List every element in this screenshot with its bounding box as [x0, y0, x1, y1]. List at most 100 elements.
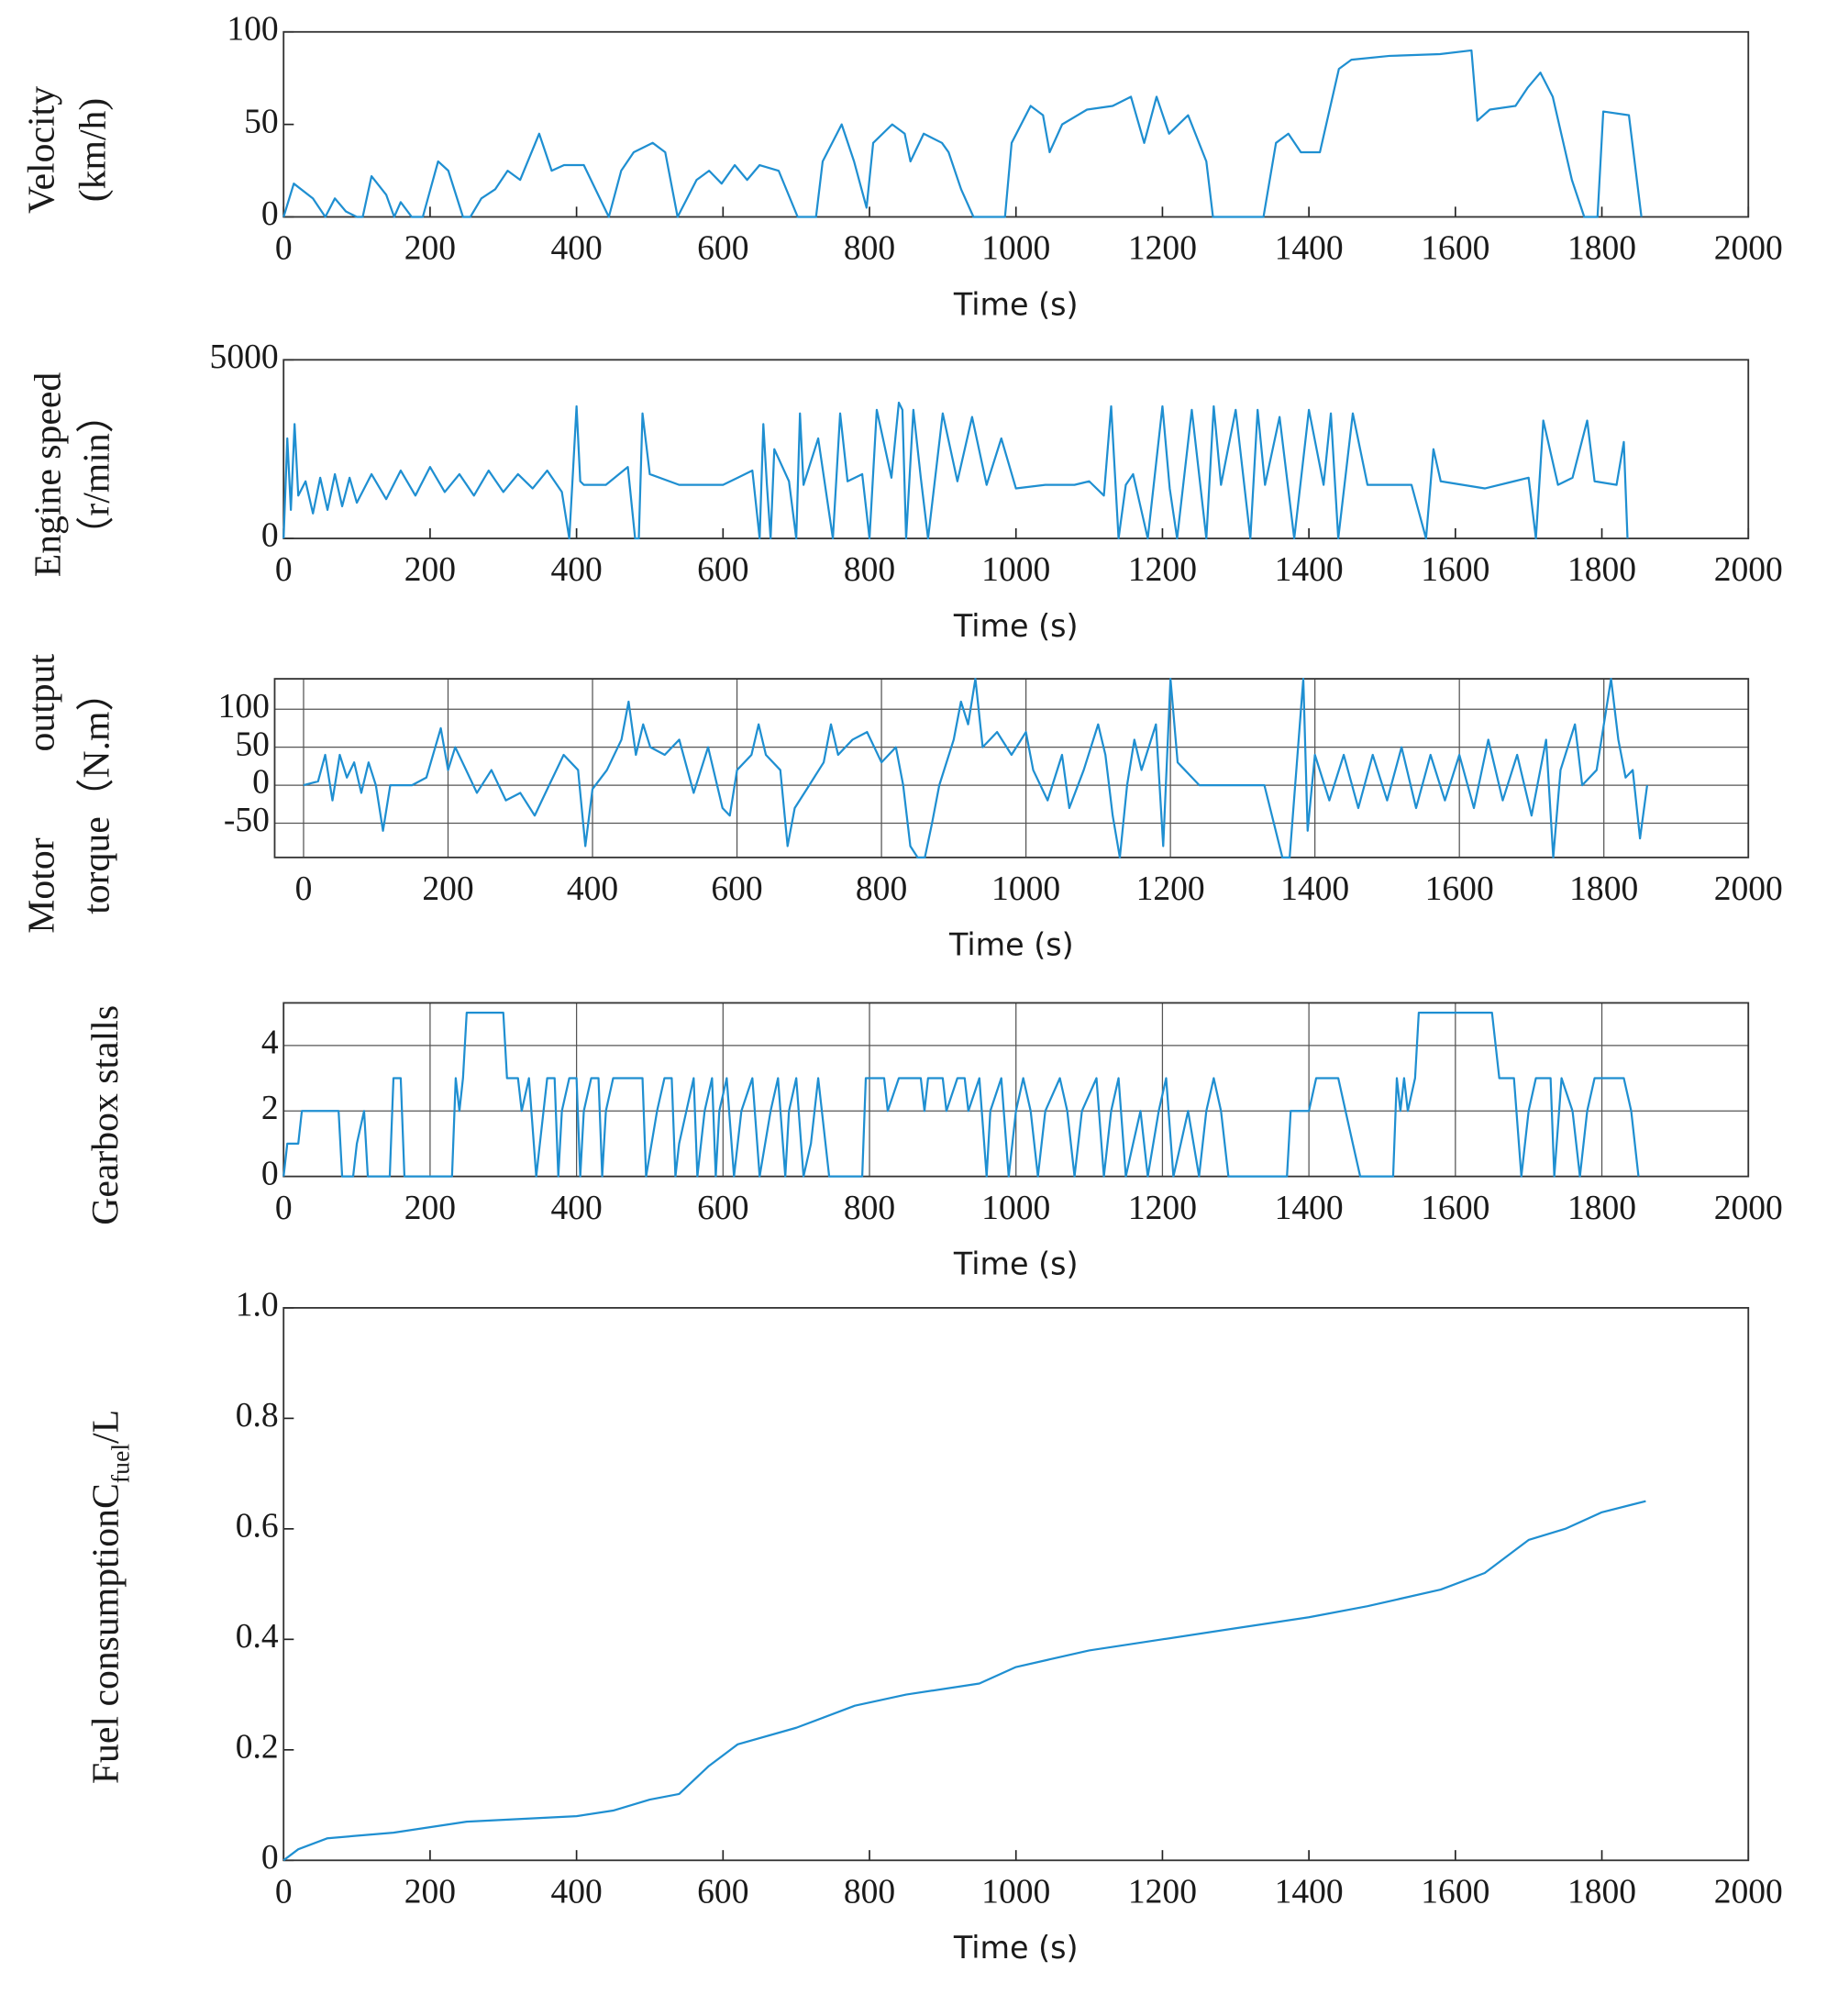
x-axis-label: Time (s) [953, 1930, 1079, 1966]
plot-frame [282, 1002, 1750, 1178]
y-tick-label: 5000 [210, 338, 279, 376]
y-tick-label: 0 [261, 1839, 279, 1877]
x-tick-label: 200 [404, 1190, 456, 1227]
plot-frame [282, 1307, 1750, 1862]
x-tick-label: 200 [404, 551, 456, 589]
x-tick-label: 400 [567, 870, 618, 908]
x-tick-label: 1800 [1567, 1190, 1636, 1227]
x-tick-label: 0 [275, 1190, 293, 1227]
x-tick-label: 1400 [1275, 551, 1344, 589]
x-tick-label: 2000 [1714, 551, 1783, 589]
y-axis-label: Velocity [21, 86, 63, 214]
x-tick-label: 800 [844, 551, 895, 589]
line-series [282, 1500, 1646, 1862]
line-series [282, 1012, 1640, 1178]
x-tick-label: 400 [550, 230, 602, 268]
x-tick-label: 600 [697, 230, 748, 268]
x-tick-label: 200 [422, 870, 473, 908]
y-tick-label: 2 [261, 1090, 279, 1127]
y-tick-label: 0.8 [236, 1397, 279, 1434]
x-tick-label: 600 [711, 870, 762, 908]
x-tick-label: 800 [844, 230, 895, 268]
x-tick-label: 1400 [1275, 1873, 1344, 1911]
y-axis-label-unit: /L [84, 1410, 127, 1444]
x-tick-label: 600 [697, 551, 748, 589]
line-series [303, 677, 1649, 858]
x-tick-label: 1200 [1128, 230, 1197, 268]
x-tick-label: 1800 [1567, 230, 1636, 268]
x-tick-label: 1600 [1421, 551, 1489, 589]
plot-frame [282, 359, 1750, 539]
y-tick-label: 0.6 [236, 1507, 279, 1545]
y-tick-label: 0.4 [236, 1618, 279, 1656]
x-tick-label: 1800 [1567, 551, 1636, 589]
x-tick-label: 1200 [1128, 551, 1197, 589]
line-series [282, 49, 1643, 218]
x-tick-label: 1400 [1275, 1190, 1344, 1227]
y-axis-label: Motor output [21, 653, 63, 933]
y-tick-label: 4 [261, 1024, 279, 1061]
y-tick-label: 50 [244, 103, 279, 140]
y-axis-label: Gearbox stalls [84, 1005, 127, 1225]
x-tick-label: 400 [550, 551, 602, 589]
x-tick-label: 400 [550, 1190, 602, 1227]
x-tick-label: 1000 [981, 1873, 1050, 1911]
y-tick-label: 0.2 [236, 1728, 279, 1766]
x-tick-label: 0 [275, 230, 293, 268]
y-axis-label: Fuel consumptionCfuel/L [84, 1410, 135, 1784]
x-tick-label: 1200 [1128, 1873, 1197, 1911]
x-tick-label: 1200 [1136, 870, 1205, 908]
y-tick-label: 0 [261, 1155, 279, 1192]
x-tick-label: 1600 [1421, 230, 1489, 268]
x-axis-label: Time (s) [953, 1246, 1079, 1282]
y-tick-label: 0 [261, 195, 279, 233]
x-tick-label: 1800 [1569, 870, 1638, 908]
x-tick-label: 0 [275, 551, 293, 589]
y-tick-label: 0 [252, 764, 270, 802]
x-tick-label: 800 [844, 1873, 895, 1911]
y-axis-label: (km/h) [72, 98, 114, 203]
y-tick-label: 100 [227, 10, 278, 48]
x-tick-label: 200 [404, 230, 456, 268]
x-tick-label: 1600 [1425, 870, 1494, 908]
y-axis-label: torque（N.m） [75, 673, 117, 914]
y-tick-label: 50 [235, 726, 270, 763]
x-tick-label: 200 [404, 1873, 456, 1911]
x-tick-label: 1000 [981, 551, 1050, 589]
x-tick-label: 800 [856, 870, 907, 908]
y-axis-label: Engine speed [28, 372, 70, 578]
y-tick-label: -50 [224, 802, 270, 839]
y-tick-label: 100 [218, 688, 270, 726]
x-tick-label: 0 [295, 870, 313, 908]
x-tick-label: 600 [697, 1190, 748, 1227]
line-series [282, 401, 1629, 540]
x-axis-label: Time (s) [953, 608, 1079, 644]
x-axis-label: Time (s) [953, 286, 1079, 322]
plot-frame [282, 30, 1750, 218]
y-tick-label: 0 [261, 517, 279, 555]
x-tick-label: 1000 [991, 870, 1060, 908]
x-tick-label: 600 [697, 1873, 748, 1911]
y-axis-label-text: Fuel consumptionC [84, 1483, 127, 1784]
x-tick-label: 2000 [1714, 1873, 1783, 1911]
x-tick-label: 400 [550, 1873, 602, 1911]
x-tick-label: 1000 [981, 230, 1050, 268]
y-tick-label: 1.0 [236, 1287, 279, 1324]
x-axis-label: Time (s) [948, 927, 1074, 963]
x-tick-label: 1600 [1421, 1190, 1489, 1227]
y-axis-label: （r/min） [75, 395, 117, 555]
x-tick-label: 2000 [1714, 230, 1783, 268]
x-tick-label: 2000 [1714, 870, 1783, 908]
x-tick-label: 1800 [1567, 1873, 1636, 1911]
x-tick-label: 1400 [1275, 230, 1344, 268]
y-axis-label-sub: fuel [107, 1444, 136, 1484]
plot-frame [273, 678, 1750, 858]
x-tick-label: 0 [275, 1873, 293, 1911]
x-tick-label: 1200 [1128, 1190, 1197, 1227]
x-tick-label: 1000 [981, 1190, 1050, 1227]
x-tick-label: 800 [844, 1190, 895, 1227]
x-tick-label: 1600 [1421, 1873, 1489, 1911]
x-tick-label: 2000 [1714, 1190, 1783, 1227]
x-tick-label: 1400 [1280, 870, 1349, 908]
